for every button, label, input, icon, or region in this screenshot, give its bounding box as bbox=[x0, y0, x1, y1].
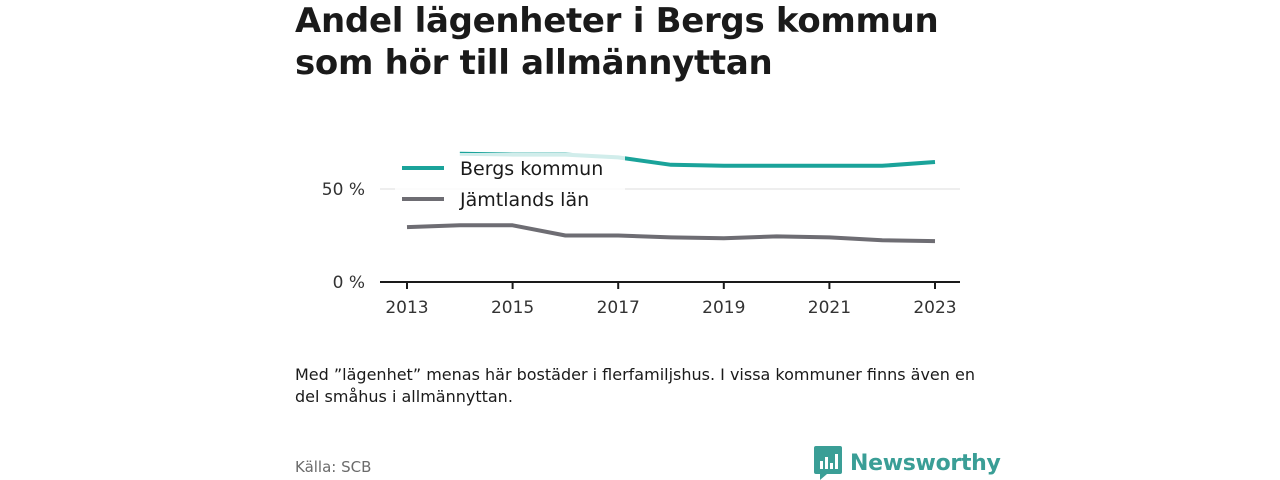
legend-label: Bergs kommun bbox=[460, 158, 603, 180]
y-tick-label: 0 % bbox=[333, 273, 365, 293]
legend: Bergs kommun Jämtlands län bbox=[395, 153, 625, 215]
legend-background bbox=[395, 153, 625, 215]
x-tick-label: 2019 bbox=[702, 298, 745, 318]
line-chart: 0 % 50 % 2013 2015 2017 2019 2021 2023 Bergs ko… bbox=[322, 151, 960, 318]
x-tick-label: 2015 bbox=[491, 298, 534, 318]
legend-label: Jämtlands län bbox=[459, 189, 589, 211]
axes: 0 % 50 % 2013 2015 2017 2019 2021 2023 bbox=[322, 180, 960, 318]
x-tick-label: 2013 bbox=[385, 298, 428, 318]
series-line bbox=[406, 223, 936, 244]
x-tick-label: 2021 bbox=[808, 298, 851, 318]
newsworthy-logo-icon bbox=[814, 446, 842, 480]
brand-name: Newsworthy bbox=[850, 450, 1001, 476]
x-tick-label: 2017 bbox=[597, 298, 640, 318]
y-tick-label: 50 % bbox=[322, 180, 365, 200]
chart-title: Andel lägenheter i Bergs kommun som hör … bbox=[295, 1, 939, 83]
chart-note: Med ”lägenhet” menas här bostäder i fler… bbox=[295, 365, 975, 406]
brand-logo: Newsworthy bbox=[814, 446, 1001, 480]
x-tick-label: 2023 bbox=[913, 298, 956, 318]
source-label: Källa: SCB bbox=[295, 458, 372, 476]
